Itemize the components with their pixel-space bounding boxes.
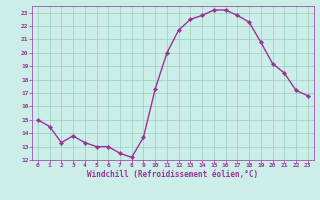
X-axis label: Windchill (Refroidissement éolien,°C): Windchill (Refroidissement éolien,°C) [87,170,258,179]
